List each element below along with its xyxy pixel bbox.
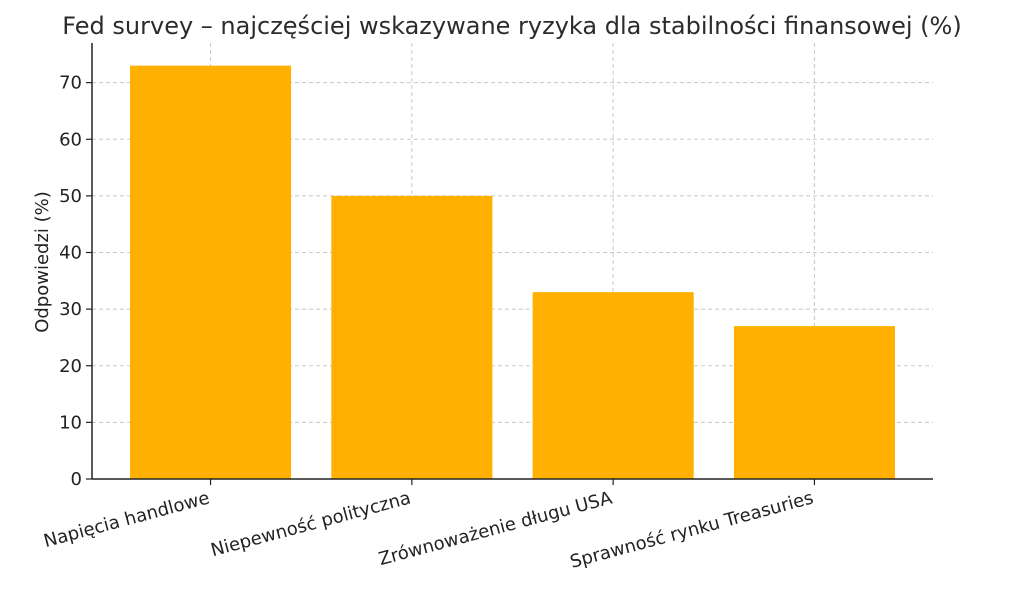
bar-4 <box>733 326 895 479</box>
y-tick-label-2: 20 <box>59 356 82 377</box>
y-tick-layer: 0 10 20 30 40 50 60 70 <box>59 73 92 490</box>
bar-2 <box>331 195 493 479</box>
x-tick-label-0: Napięcia handlowe <box>41 488 211 552</box>
bar-1 <box>130 65 292 479</box>
bar-3 <box>532 292 694 479</box>
bar-layer <box>130 65 895 479</box>
y-tick-label-4: 40 <box>59 243 82 264</box>
y-tick-label-5: 50 <box>59 186 82 207</box>
y-tick-label-6: 60 <box>59 129 82 150</box>
y-tick-label-1: 10 <box>59 412 82 433</box>
axis-layer <box>91 43 933 480</box>
y-tick-label-7: 70 <box>59 73 82 94</box>
y-axis-label: Odpowiedzi (%) <box>32 191 53 333</box>
y-tick-label-3: 30 <box>59 299 82 320</box>
y-tick-label-0: 0 <box>71 469 82 490</box>
chart-title: Fed survey – najczęściej wskazywane ryzy… <box>62 12 961 40</box>
